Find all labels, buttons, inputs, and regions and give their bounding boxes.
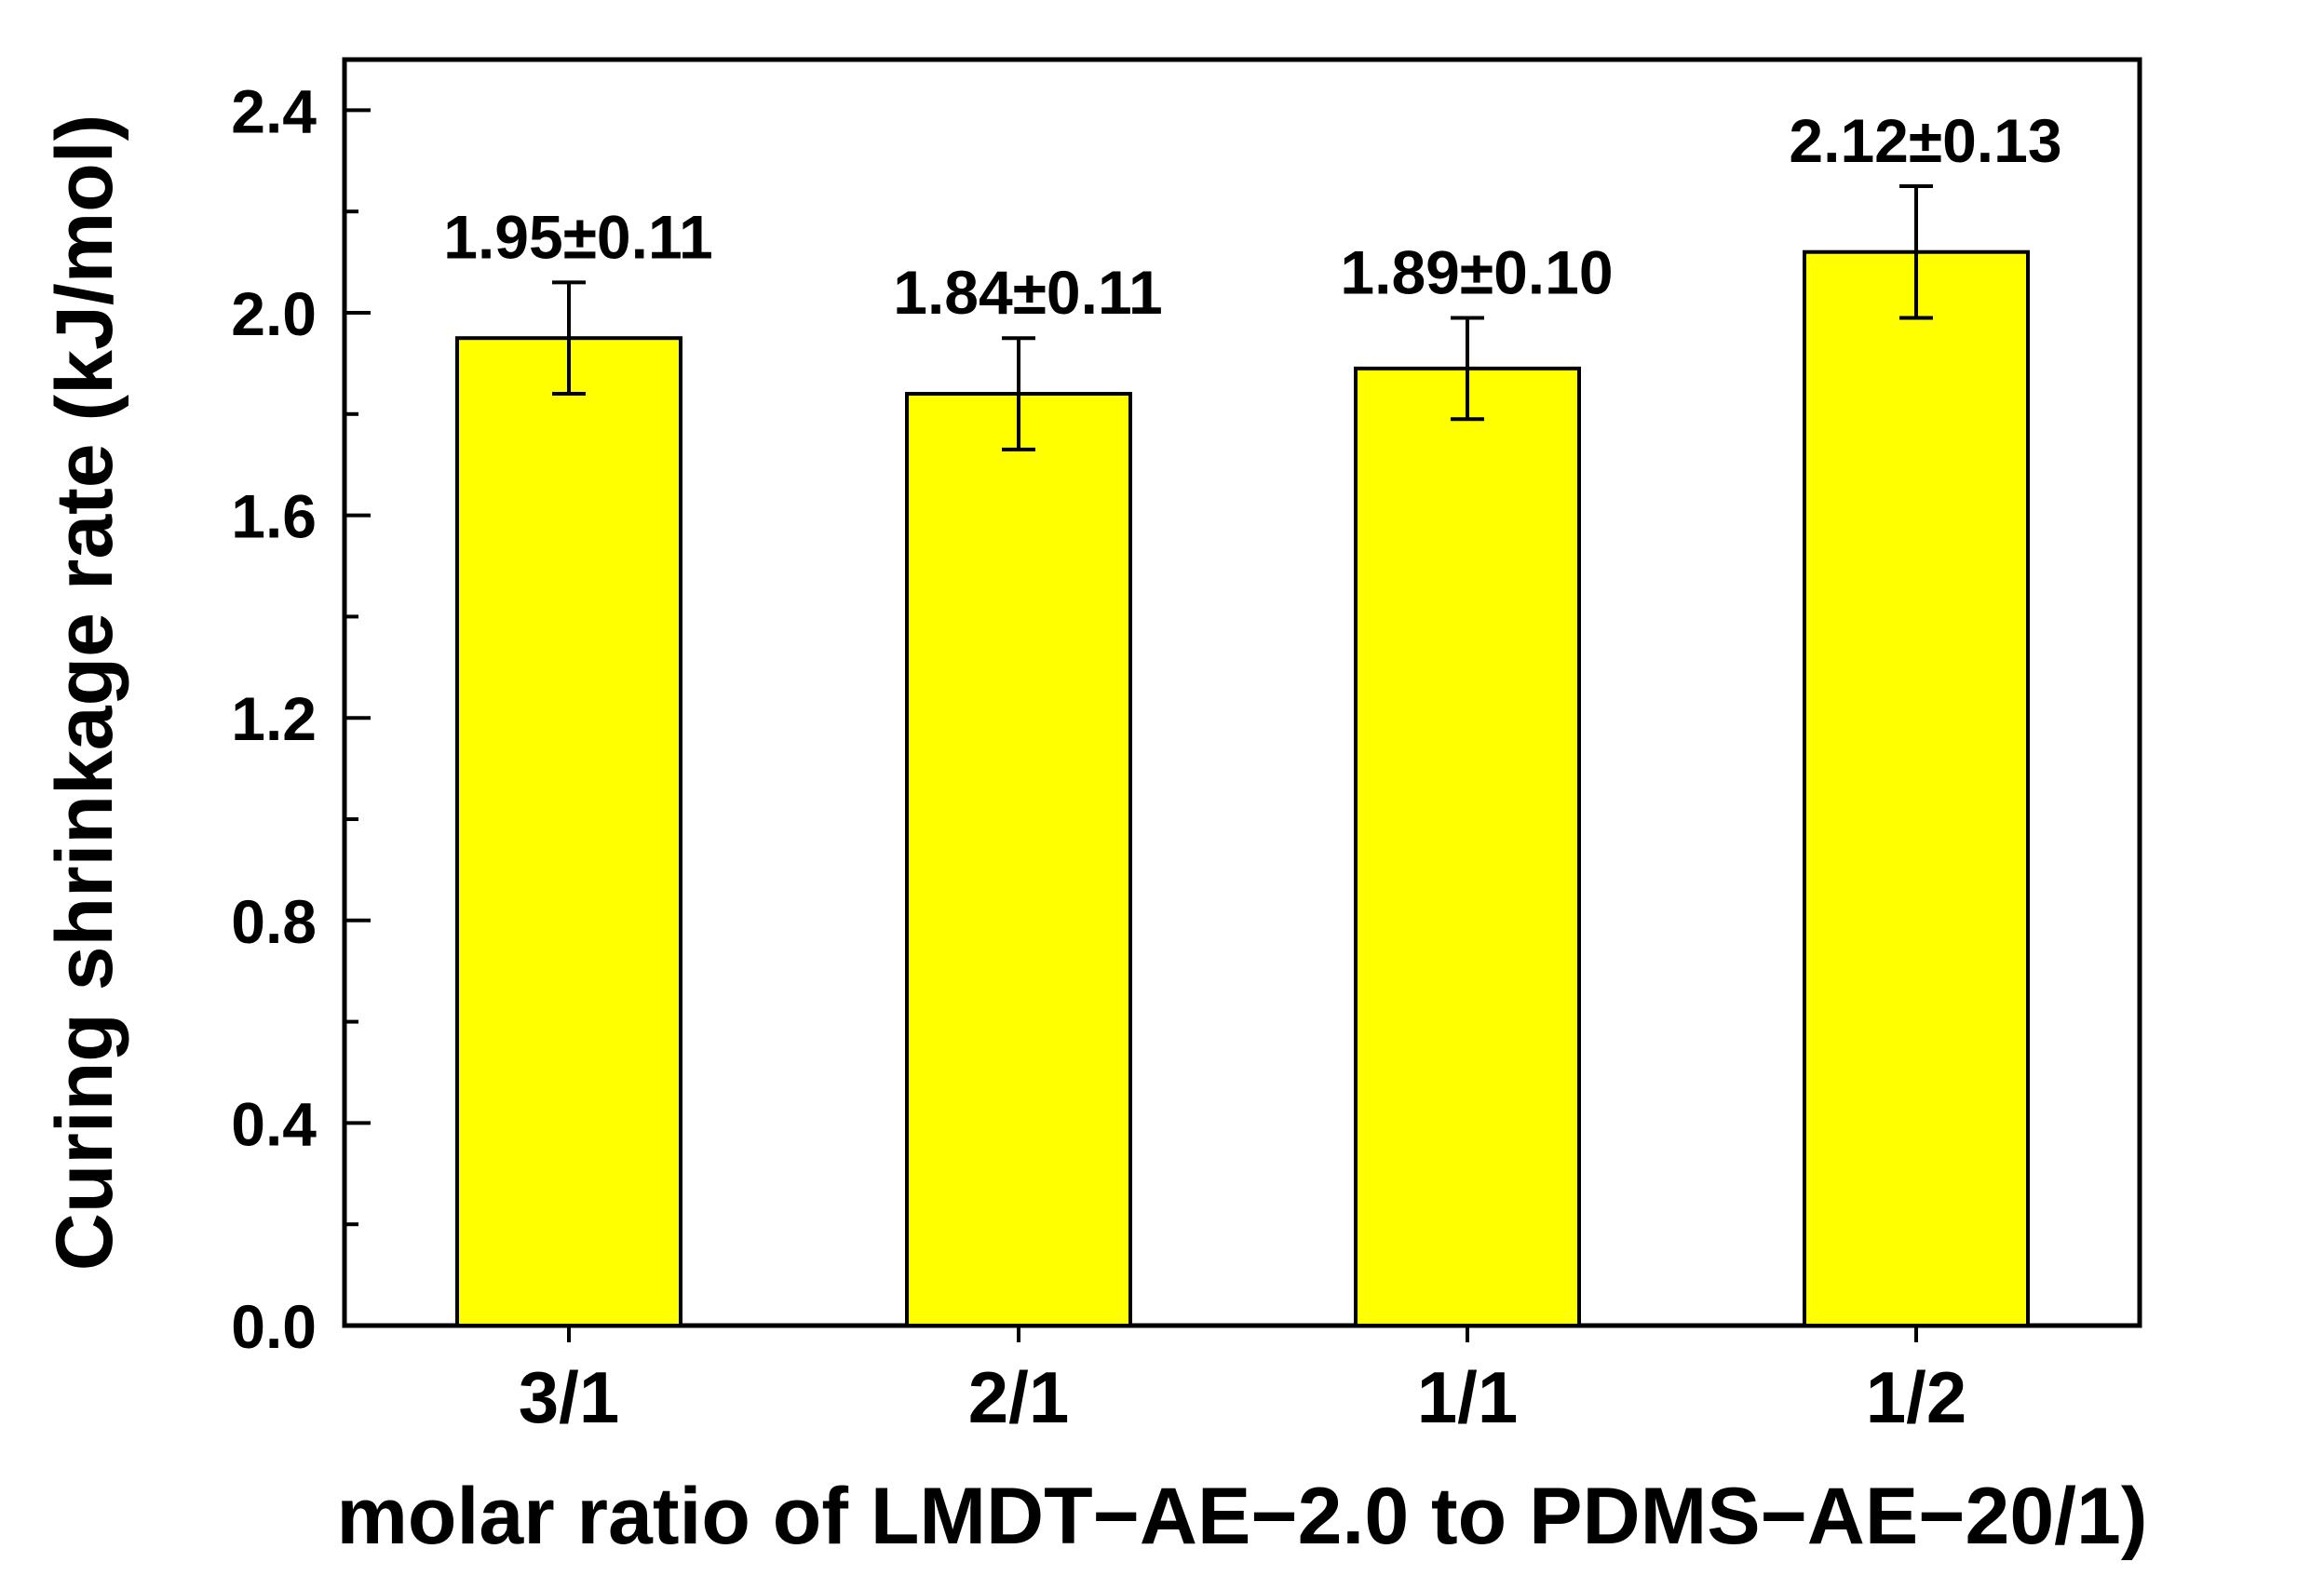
y-axis-label: Curing shrinkage rate (kJ/mol) — [40, 114, 129, 1272]
y-tick-label: 0.4 — [231, 1089, 317, 1158]
bar — [905, 392, 1132, 1328]
x-tick-label: 1/1 — [1417, 1356, 1518, 1438]
x-tick-label: 3/1 — [519, 1356, 619, 1438]
x-tick-label: 2/1 — [968, 1356, 1069, 1438]
y-tick-label: 0.8 — [231, 887, 317, 956]
x-axis: 3/1 2/1 1/1 1/2 — [519, 1326, 1966, 1438]
data-label: 2.12±0.13 — [1789, 106, 2061, 175]
y-axis: 0.0 0.4 0.8 1.2 1.6 2.0 2.4 — [231, 76, 371, 1361]
x-tick-label: 1/2 — [1866, 1356, 1966, 1438]
x-axis-label: molar ratio of LMDT−AE−2.0 to PDMS−AE−20… — [336, 1472, 2147, 1561]
data-label: 1.89±0.10 — [1340, 237, 1613, 306]
y-tick-label: 2.4 — [231, 76, 317, 145]
y-tick-label: 0.0 — [231, 1292, 317, 1361]
data-label: 1.84±0.11 — [893, 258, 1163, 327]
y-tick-label: 2.0 — [231, 279, 317, 348]
data-label: 1.95±0.11 — [443, 202, 713, 271]
bar — [455, 336, 682, 1328]
y-tick-label: 1.2 — [231, 684, 317, 753]
bars: 1.95±0.11 1.84±0.11 1.89±0.10 2.12±0.13 — [443, 106, 2062, 1328]
y-tick-label: 1.6 — [231, 482, 317, 551]
bar — [1354, 366, 1581, 1328]
bar — [1803, 249, 2030, 1328]
plot-frame — [342, 57, 2142, 1328]
